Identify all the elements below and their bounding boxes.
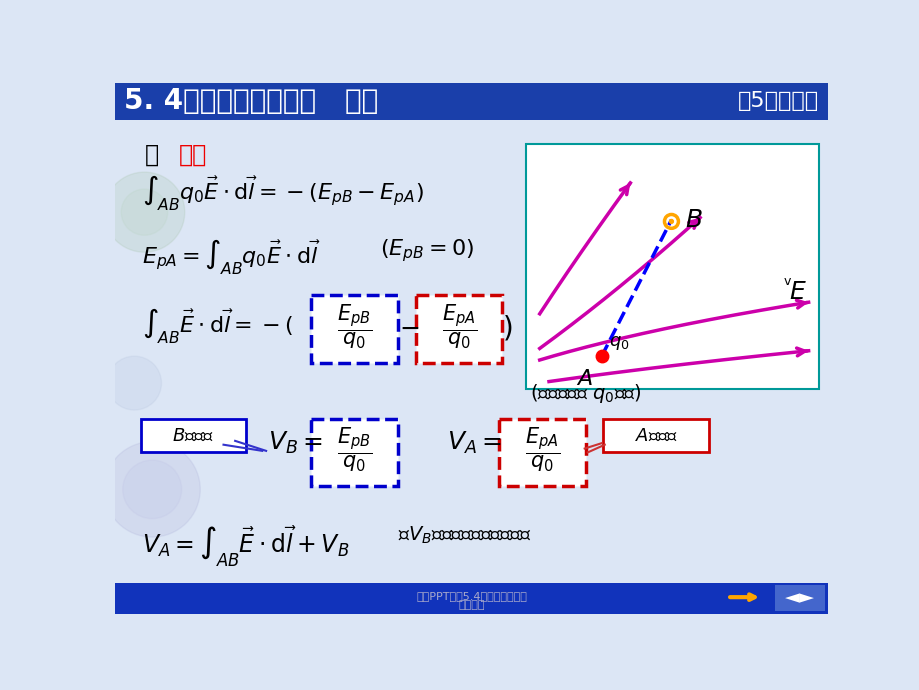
FancyBboxPatch shape <box>499 419 585 486</box>
FancyBboxPatch shape <box>525 144 818 389</box>
FancyBboxPatch shape <box>415 295 502 363</box>
Text: $q_0$: $q_0$ <box>608 334 630 352</box>
Text: (积分大小与 $q_0$无关): (积分大小与 $q_0$无关) <box>529 382 641 404</box>
Circle shape <box>104 172 185 253</box>
Circle shape <box>122 460 181 519</box>
Text: $-$: $-$ <box>398 315 418 339</box>
Circle shape <box>108 356 162 410</box>
Text: $\dfrac{E_{pB}}{q_0}$: $\dfrac{E_{pB}}{q_0}$ <box>336 302 371 351</box>
Text: $\int_{AB}\vec{E}\cdot\mathrm{d}\vec{l}=-($: $\int_{AB}\vec{E}\cdot\mathrm{d}\vec{l}=… <box>142 306 292 346</box>
FancyBboxPatch shape <box>115 83 827 120</box>
FancyBboxPatch shape <box>775 585 824 611</box>
Text: $V_A=$: $V_A=$ <box>447 429 501 455</box>
Circle shape <box>669 219 673 224</box>
Text: $E_{pA}=\int_{AB} q_0\vec{E}\cdot\mathrm{d}\vec{l}$: $E_{pA}=\int_{AB} q_0\vec{E}\cdot\mathrm… <box>142 237 321 277</box>
Text: 物理PPT课件5.4静电场的环路定: 物理PPT课件5.4静电场的环路定 <box>415 591 527 601</box>
Text: $\int_{AB} q_0\vec{E}\cdot\mathrm{d}\vec{l}=-(E_{pB}-E_{pA})$: $\int_{AB} q_0\vec{E}\cdot\mathrm{d}\vec… <box>142 174 424 213</box>
FancyBboxPatch shape <box>311 295 397 363</box>
FancyBboxPatch shape <box>115 583 827 614</box>
Text: $(E_{pB}=0)$: $(E_{pB}=0)$ <box>380 237 473 264</box>
Text: $\dfrac{E_{pA}}{q_0}$: $\dfrac{E_{pA}}{q_0}$ <box>441 302 476 351</box>
Text: （$V_B$为参考电势，值任选）: （$V_B$为参考电势，值任选） <box>397 525 530 546</box>
Circle shape <box>104 442 200 537</box>
Text: $A$点电势: $A$点电势 <box>634 426 676 444</box>
FancyBboxPatch shape <box>141 419 245 453</box>
FancyBboxPatch shape <box>603 419 708 453</box>
Text: $B$点电势: $B$点电势 <box>172 426 214 444</box>
Text: 第5章静电场: 第5章静电场 <box>737 91 818 111</box>
Text: $)$: $)$ <box>502 313 512 342</box>
Text: $\dfrac{E_{pA}}{q_0}$: $\dfrac{E_{pA}}{q_0}$ <box>525 424 560 473</box>
Text: 四: 四 <box>144 143 158 167</box>
Text: $E$: $E$ <box>789 280 806 304</box>
FancyBboxPatch shape <box>311 419 397 486</box>
Text: 电势: 电势 <box>178 143 207 167</box>
Text: $\dfrac{E_{pB}}{q_0}$: $\dfrac{E_{pB}}{q_0}$ <box>336 424 371 473</box>
Text: $V_B=$: $V_B=$ <box>268 429 323 455</box>
Circle shape <box>121 189 167 235</box>
Text: $A$: $A$ <box>575 369 592 389</box>
Text: $\mathsf{v}$: $\mathsf{v}$ <box>782 275 791 288</box>
Text: 5. 4静电场的环路定理   电势: 5. 4静电场的环路定理 电势 <box>124 87 378 115</box>
Text: $V_A=\int_{AB}\vec{E}\cdot\mathrm{d}\vec{l}+V_B$: $V_A=\int_{AB}\vec{E}\cdot\mathrm{d}\vec… <box>142 525 349 569</box>
Text: $B$: $B$ <box>684 208 701 232</box>
Text: 理电势能: 理电势能 <box>458 600 484 610</box>
Text: ◄►: ◄► <box>784 589 814 607</box>
